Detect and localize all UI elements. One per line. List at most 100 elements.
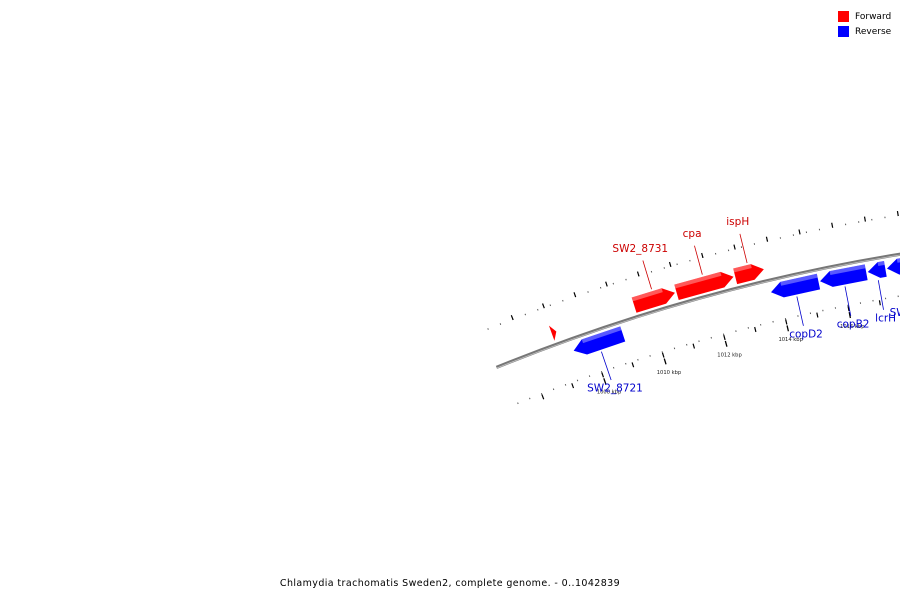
tick-label: 1014 kbp xyxy=(778,337,803,343)
scale-mark xyxy=(733,244,736,250)
legend-item-forward: Forward xyxy=(838,9,891,24)
label-leader xyxy=(844,286,852,316)
gene-label-SW2_8721: SW2_8721 xyxy=(587,382,643,394)
scale-mark xyxy=(605,281,608,287)
tick-label: 1010 kbp xyxy=(657,370,682,376)
tick-label: 1016 kbp xyxy=(840,324,865,330)
scale-mark xyxy=(798,229,801,235)
gene-shine xyxy=(674,271,722,289)
scale-mark xyxy=(847,306,850,312)
scale-mark xyxy=(878,300,881,306)
gene-label-ispH: ispH xyxy=(726,216,749,228)
scale-dot xyxy=(576,379,579,382)
scale-mark xyxy=(863,216,866,222)
gene-ispH-arrow xyxy=(733,264,764,285)
scale-dot xyxy=(524,313,527,316)
scale-dot xyxy=(549,304,552,307)
scale-dot xyxy=(552,388,555,391)
label-leader xyxy=(694,245,703,275)
scale-dot xyxy=(487,328,489,330)
scale-dot xyxy=(564,383,567,386)
gene-body xyxy=(573,326,626,355)
scale-mark xyxy=(542,303,545,309)
tick-mark xyxy=(663,358,667,365)
scale-dot xyxy=(562,299,564,302)
legend-label-forward: Forward xyxy=(855,11,892,22)
gene-body xyxy=(548,325,557,341)
legend-item-reverse: Reverse xyxy=(838,24,891,39)
scale-mark xyxy=(692,343,696,349)
legend-label-reverse: Reverse xyxy=(855,26,892,37)
gene-copB2-arrow xyxy=(820,264,868,287)
scale-dot xyxy=(517,402,519,405)
gene-SW2_8721-arrow xyxy=(573,326,626,355)
gene-label-SW2_8791: SW2_8791 xyxy=(890,307,900,319)
scale-mark xyxy=(668,261,672,267)
tick-label: 1008 kbp xyxy=(597,389,622,395)
gene-label-copD2: copD2 xyxy=(789,328,823,340)
genome-backbone xyxy=(495,252,900,369)
gene-label-copB2: copB2 xyxy=(837,319,870,331)
scale-mark xyxy=(785,319,788,325)
label-leader xyxy=(796,296,804,326)
scale-dot xyxy=(537,308,539,311)
scale-mark xyxy=(896,210,899,217)
gene-body xyxy=(733,264,764,285)
scale-mark xyxy=(636,271,640,277)
scale-mark xyxy=(571,383,575,389)
gene-label-SW2_8731: SW2_8731 xyxy=(612,243,668,255)
legend: Forward Reverse xyxy=(838,9,891,39)
gene-shine xyxy=(581,326,622,344)
scale-mark xyxy=(754,326,757,333)
gene-body xyxy=(770,273,821,298)
scale-ticks: 1008 kbp 1010 kbp 1012 kbp 1014 kbp 1016 kbp… xyxy=(597,311,865,395)
scale-mark xyxy=(661,352,665,358)
gene-shine xyxy=(829,264,866,276)
gene-body xyxy=(674,271,734,300)
gene-shine xyxy=(631,288,663,302)
gene-labels: SW2_8721 SW2_8731 cpa ispH copD2 copB2 lcrHSW2… xyxy=(587,216,900,394)
forward-swatch xyxy=(838,11,849,22)
gene-body xyxy=(886,258,900,275)
scale-mark xyxy=(601,372,605,378)
label-leader xyxy=(877,280,884,310)
tick-mark xyxy=(724,340,728,347)
tick-mark xyxy=(848,311,852,319)
scale-dot xyxy=(540,392,543,395)
scale-mark xyxy=(573,292,577,298)
scale-mark xyxy=(723,334,726,341)
gene-shine xyxy=(780,273,818,286)
gene-body xyxy=(820,264,868,287)
gene-label-lcrH: lcrH xyxy=(875,313,896,325)
scale-dot xyxy=(529,397,531,400)
gene-body xyxy=(867,260,887,278)
label-leader xyxy=(642,260,652,290)
scale-dot xyxy=(499,323,502,325)
tick-mark xyxy=(603,378,607,385)
gene-body xyxy=(631,288,675,313)
scale-mark xyxy=(765,236,769,242)
genome-caption: Chlamydia trachomatis Sweden2, complete … xyxy=(279,578,621,589)
scale-dots xyxy=(487,210,899,405)
label-leader xyxy=(601,351,612,381)
label-leader xyxy=(739,233,748,264)
backbone-line xyxy=(495,252,900,369)
scale-mark xyxy=(816,312,819,318)
scale-mark xyxy=(831,222,834,228)
gene-features xyxy=(548,258,900,355)
scale-mark xyxy=(510,315,514,321)
gene-SW2_8731-arrow xyxy=(631,288,675,313)
gene-label-cpa: cpa xyxy=(683,228,702,240)
gene-SW2_8791-arrow xyxy=(886,258,900,275)
gene-feature-arrow xyxy=(548,325,557,341)
tick-mark xyxy=(786,325,790,332)
gene-shine xyxy=(877,260,885,267)
scale-dot xyxy=(588,375,591,378)
reverse-swatch xyxy=(838,26,849,37)
scale-mark xyxy=(631,362,635,368)
scale-mark xyxy=(701,252,704,259)
gene-shine xyxy=(896,258,900,263)
tick-label: 1012 kbp xyxy=(717,352,742,358)
backbone-highlight xyxy=(496,254,900,369)
